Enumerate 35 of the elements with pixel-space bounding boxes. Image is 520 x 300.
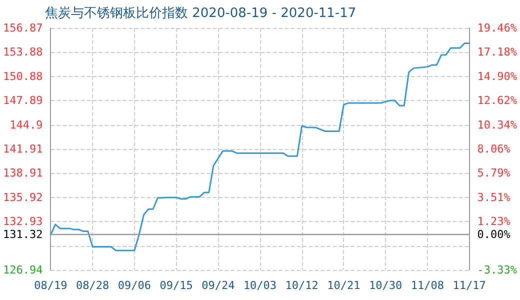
y-tick-label: 132.93: [2, 215, 43, 228]
x-tick-label: 08/19: [34, 279, 68, 292]
x-tick-label: 09/24: [202, 279, 236, 292]
x-tick-label: 10/12: [285, 279, 318, 292]
y-tick-label: 147.89: [2, 94, 43, 108]
x-tick-label: 11/17: [452, 279, 486, 292]
y-tick-label: 150.88: [2, 70, 43, 83]
y2-tick-label: 8.06%: [477, 142, 511, 156]
x-tick-label: 11/08: [410, 279, 444, 292]
y2-tick-label: 19.46%: [477, 22, 518, 34]
y-tick-label: 138.91: [2, 166, 43, 180]
y2-tick-label: 12.62%: [477, 94, 518, 108]
y2-tick-label: 0.00%: [477, 228, 511, 242]
x-tick-label: 10/30: [368, 279, 402, 292]
line-series: [50, 42, 470, 252]
y-tick-label: 144.9: [10, 118, 43, 132]
y2-tick-label: 1.23%: [477, 215, 511, 228]
y2-tick-label: 17.18%: [477, 46, 518, 59]
y-tick-label: 156.87: [2, 22, 43, 34]
x-tick-label: 08/28: [76, 279, 110, 292]
y2-tick-label: 5.79%: [477, 166, 511, 180]
x-tick-label: 10/21: [327, 279, 360, 292]
y-tick-label: 141.91: [2, 142, 43, 156]
y2-tick-label: 14.90%: [477, 70, 518, 83]
y-tick-label: 126.94: [2, 264, 44, 276]
x-tick-label: 10/03: [243, 279, 277, 292]
y2-tick-label: -3.33%: [477, 264, 518, 276]
x-tick-label: 09/15: [160, 279, 193, 292]
chart-title: 焦炭与不锈钢板比价指数 2020-08-19 - 2020-11-17: [45, 6, 356, 21]
y-tick-label: 135.92: [2, 190, 43, 204]
y2-tick-label: 10.34%: [477, 118, 518, 132]
y2-tick-label: 3.51%: [477, 190, 511, 204]
y-tick-label: 153.88: [2, 46, 43, 59]
y-tick-label: 131.32: [2, 228, 43, 242]
x-tick-label: 09/06: [118, 279, 152, 292]
